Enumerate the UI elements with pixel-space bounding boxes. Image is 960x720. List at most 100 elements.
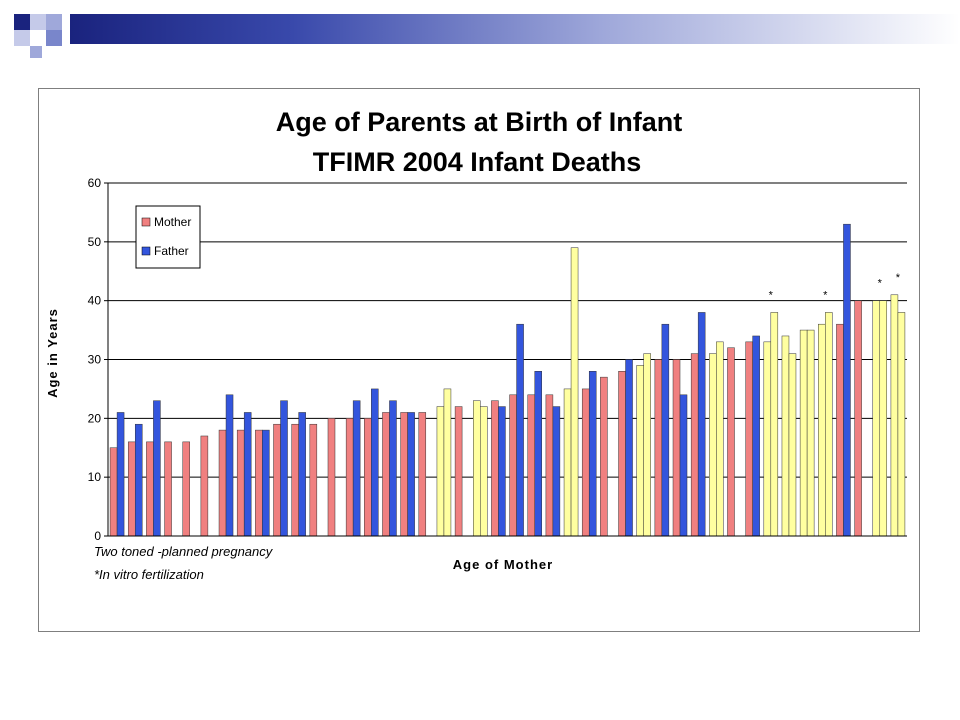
bar-father [389, 400, 397, 537]
legend-swatch-father [141, 246, 151, 256]
bar-father [134, 423, 143, 537]
y-axis: 0 10 20 30 40 50 60 [88, 176, 907, 543]
bar-mother [581, 388, 590, 537]
bar-mother [364, 418, 372, 537]
bar-father [443, 388, 452, 537]
bar-father [897, 312, 906, 537]
bar-mother [345, 418, 354, 537]
bar-mother [636, 365, 644, 537]
bar-father [825, 312, 833, 537]
chart-frame: Age of Parents at Birth of Infant TFIMR … [38, 88, 920, 632]
bar-mother [836, 323, 844, 537]
bar-father [352, 400, 361, 537]
logo-square-dark [14, 14, 30, 30]
bar-mother [818, 323, 826, 537]
bar-mother [491, 400, 499, 537]
logo-square-mid [46, 14, 62, 30]
logo-square-light [30, 14, 46, 30]
bar-mother [436, 406, 445, 537]
bar-mother [890, 294, 899, 537]
bar-father [806, 329, 815, 537]
bar-mother [872, 300, 881, 537]
y-tick-label: 60 [88, 176, 102, 190]
bar-father [243, 412, 252, 537]
chart-title-line-2: TFIMR 2004 Infant Deaths [313, 147, 642, 177]
bar-father [697, 312, 706, 537]
bar-father [570, 247, 579, 537]
note-planned-pregnancy: Two toned -planned pregnancy [94, 544, 274, 559]
bar-father [116, 412, 125, 537]
bar-mother [799, 329, 808, 537]
bar-father [679, 394, 688, 537]
bar-mother [509, 394, 517, 537]
bar-chart: Age of Parents at Birth of Infant TFIMR … [45, 107, 907, 582]
logo-square-light-2 [14, 30, 30, 46]
bar-mother [527, 394, 535, 537]
note-ivf: *In vitro fertilization [94, 567, 204, 582]
bar-mother [745, 341, 753, 537]
bar-mother [654, 359, 663, 537]
bar-mother [563, 388, 572, 537]
bar-mother [200, 435, 209, 537]
bar-mother [182, 441, 190, 537]
bar-mother [309, 423, 318, 537]
y-tick-label: 40 [88, 294, 102, 308]
bar-father [752, 335, 760, 537]
legend-swatch-mother [141, 217, 151, 227]
bar-father [371, 388, 379, 537]
bar-mother [164, 441, 172, 537]
bar-mother [690, 353, 699, 537]
bar-mother [545, 394, 554, 537]
bar-mother [255, 429, 263, 537]
bar-father [534, 371, 542, 537]
ivf-marker: * [769, 289, 774, 301]
bar-mother [672, 359, 681, 537]
bar-father [625, 359, 633, 537]
bar-mother [127, 441, 136, 537]
bar-father [280, 400, 288, 537]
bar-mother [273, 423, 281, 537]
bar-mother [146, 441, 154, 537]
bar-mother [418, 412, 427, 537]
bar-father [788, 353, 797, 537]
y-tick-label: 30 [88, 353, 102, 367]
y-tick-label: 10 [88, 470, 102, 484]
bar-mother [473, 400, 481, 537]
bar-father [153, 400, 161, 537]
header-gradient-bar [70, 14, 960, 44]
bar-mother [727, 347, 735, 537]
legend-label-mother: Mother [154, 215, 191, 229]
bar-mother [236, 429, 245, 537]
y-axis-title: Age in Years [45, 308, 60, 398]
bar-mother [109, 447, 118, 537]
bar-mother [291, 423, 299, 537]
bar-mother [400, 412, 408, 537]
bar-father [716, 341, 724, 537]
x-axis-title: Age of Mother [453, 557, 553, 572]
bar-father [643, 353, 651, 537]
ivf-marker: * [896, 272, 901, 284]
bar-father [498, 406, 506, 537]
bars: * * * * [109, 223, 906, 537]
legend: Mother Father [135, 205, 201, 269]
y-tick-label: 50 [88, 235, 102, 249]
bar-father [661, 323, 670, 537]
logo-square-mid-2 [46, 30, 62, 46]
bar-mother [382, 412, 390, 537]
bar-mother [763, 341, 772, 537]
y-tick-label: 20 [88, 411, 102, 425]
bar-father [588, 371, 597, 537]
bar-mother [327, 418, 336, 537]
bar-father [843, 223, 851, 537]
bar-father [480, 406, 488, 537]
bar-mother [454, 406, 463, 537]
bar-father [407, 412, 415, 537]
bar-mother [600, 376, 608, 537]
legend-label-father: Father [154, 244, 189, 258]
ivf-marker: * [878, 278, 883, 290]
logo-square-small [30, 46, 42, 58]
bar-mother [218, 429, 227, 537]
bar-father [225, 394, 234, 537]
bar-father [552, 406, 561, 537]
bar-father [879, 300, 888, 537]
